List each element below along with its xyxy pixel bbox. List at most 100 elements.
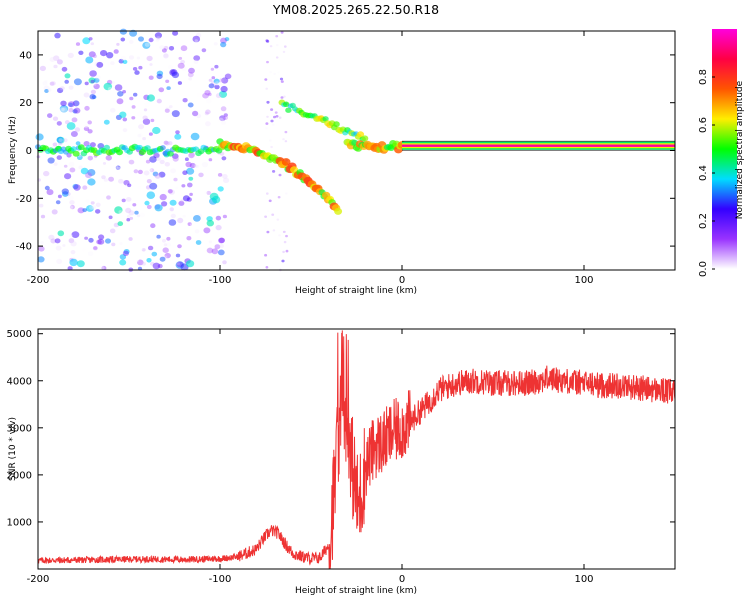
spectrogram-cell xyxy=(275,35,279,38)
spectrogram-cell xyxy=(44,89,49,93)
spectrogram-cell xyxy=(162,238,166,243)
spectrogram-cell xyxy=(193,59,199,64)
spectrogram-cell xyxy=(215,215,222,221)
spectrogram-cell xyxy=(215,224,222,231)
spectrogram-cell xyxy=(142,137,147,141)
spectrogram-cell xyxy=(46,42,52,47)
spectrogram-cell xyxy=(152,262,161,270)
spectrogram-cell xyxy=(264,78,268,81)
spectrogram-cell xyxy=(85,56,94,64)
spectrogram-cell xyxy=(97,238,105,245)
spectrogram-cell xyxy=(186,236,192,241)
spectrogram-cell xyxy=(37,256,45,263)
colorbar-tick-label: 0.8 xyxy=(698,69,709,85)
spectrogram-cell xyxy=(145,159,151,164)
spectrogram-cell xyxy=(280,96,284,99)
snr-background xyxy=(38,329,675,569)
spectrogram-cell xyxy=(222,214,227,219)
spectrogram-cell xyxy=(210,67,215,71)
spectrogram-cell xyxy=(218,237,225,244)
spectrogram-cell xyxy=(215,93,222,99)
spectrogram-cell xyxy=(214,244,221,250)
spectrogram-cell xyxy=(273,72,277,75)
spectrogram-cell xyxy=(204,191,208,194)
spectrogram-cell xyxy=(132,67,138,71)
spectrogram-cell xyxy=(82,248,86,252)
spectrogram-cell xyxy=(133,257,140,263)
spectrogram-cell xyxy=(178,200,185,206)
spectrogram-cell xyxy=(168,46,175,51)
spectrogram-y-tick-label: 0 xyxy=(26,146,32,157)
spectrogram-cell xyxy=(95,202,101,207)
spectrogram-cell xyxy=(217,173,223,177)
spectrogram-cell xyxy=(61,66,68,72)
spectrogram-cell xyxy=(149,182,158,190)
spectrogram-cell xyxy=(270,119,274,123)
spectrogram-cell xyxy=(90,201,95,205)
spectrogram-cell xyxy=(164,108,170,113)
spectrogram-cell xyxy=(71,117,78,123)
spectrogram-cell xyxy=(182,214,186,218)
spectrogram-cell xyxy=(119,173,124,177)
spectrogram-cell xyxy=(64,79,69,84)
spectrogram-cell xyxy=(187,72,194,78)
spectrogram-cell xyxy=(196,113,202,119)
spectrogram-cell xyxy=(195,165,200,168)
spectrogram-cell xyxy=(213,42,218,46)
spectrogram-cell xyxy=(56,136,64,143)
spectrogram-cell xyxy=(119,132,123,136)
spectrogram-cell xyxy=(72,150,80,157)
spectrogram-cell xyxy=(269,71,273,74)
spectrogram-cell xyxy=(142,41,151,49)
spectrogram-cell xyxy=(276,218,280,221)
spectrogram-cell xyxy=(76,260,85,268)
spectrogram-cell xyxy=(67,266,73,271)
spectrogram-cell xyxy=(56,258,63,265)
spectrogram-cell xyxy=(70,131,78,137)
spectrogram-cell xyxy=(272,229,276,232)
spectrogram-cell xyxy=(103,178,108,182)
spectrogram-cell xyxy=(172,156,179,162)
spectrogram-cell xyxy=(166,236,171,241)
spectrogram-cell xyxy=(119,111,127,118)
spectrogram-cell xyxy=(266,192,269,195)
spectrogram-cell xyxy=(283,101,290,108)
spectrogram-cell xyxy=(137,259,144,266)
spectrogram-cell xyxy=(118,178,124,184)
spectrogram-cell xyxy=(127,183,132,188)
spectrogram-cell xyxy=(182,170,188,175)
spectrogram-cell xyxy=(170,213,176,219)
spectrogram-cell xyxy=(115,165,121,170)
spectrogram-cell xyxy=(75,141,81,146)
snr-x-tick-label: 0 xyxy=(399,574,405,585)
spectrogram-cell xyxy=(88,66,93,70)
spectrogram-cell xyxy=(80,167,89,175)
snr-panel: -200 -100 0 100 1000 2000 3000 4000 5000 Height … xyxy=(7,328,676,596)
spectrogram-cell xyxy=(194,229,200,234)
spectrogram-cell xyxy=(59,105,69,113)
spectrogram-cell xyxy=(109,228,116,234)
spectrogram-cell xyxy=(154,173,161,179)
spectrogram-cell xyxy=(43,170,50,177)
colorbar-tick-label: 0.4 xyxy=(698,165,709,181)
spectrogram-cell xyxy=(70,250,76,255)
spectrogram-cell xyxy=(271,213,275,216)
spectrogram-cell xyxy=(219,115,226,122)
snr-series-line xyxy=(37,330,676,569)
spectrogram-cell xyxy=(148,75,154,80)
spectrogram-cell xyxy=(278,234,281,237)
spectrogram-cell xyxy=(87,120,92,125)
spectrogram-cell xyxy=(181,66,187,71)
spectrogram-cell xyxy=(103,119,110,125)
spectrogram-cell xyxy=(93,82,97,86)
spectrogram-cell xyxy=(162,247,169,253)
spectrogram-cell xyxy=(76,55,83,61)
spectrogram-cell xyxy=(63,164,68,168)
spectrogram-cell xyxy=(70,241,77,247)
spectrogram-cell xyxy=(205,109,211,115)
spectrogram-cell xyxy=(129,96,134,101)
colorbar-tick-label: 0.0 xyxy=(698,261,709,277)
spectrogram-cell xyxy=(156,98,162,104)
spectrogram-cell xyxy=(269,45,273,48)
spectrogram-cell xyxy=(54,32,61,39)
